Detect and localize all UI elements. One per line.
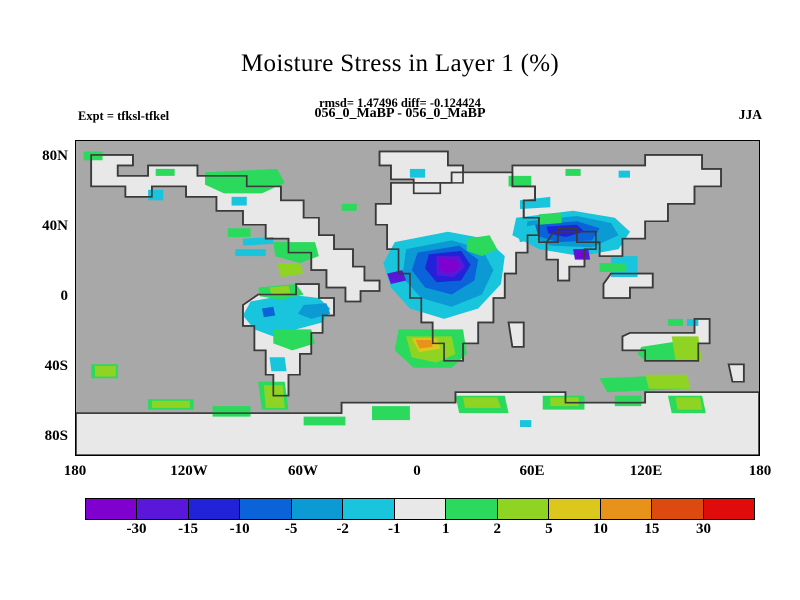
anomaly-contour-layer bbox=[83, 151, 706, 428]
anomaly-samerica-green-central bbox=[273, 329, 316, 351]
anomaly-namerica-green bbox=[205, 168, 285, 194]
page-title: Moisture Stress in Layer 1 (%) bbox=[241, 50, 559, 77]
colorbar-tick-30: 30 bbox=[695, 521, 711, 537]
colorbar-tick-labels: -30 -15 -10 -5 -2 -1 1 2 5 10 15 30 bbox=[85, 521, 755, 545]
anomaly-africa-green-edge bbox=[466, 235, 498, 257]
anomaly-namerica-yellowgreen-se bbox=[277, 263, 304, 278]
anomaly-eurasia-green-4 bbox=[599, 263, 627, 272]
anomaly-namerica-cyan-spot bbox=[148, 189, 164, 201]
anomaly-africa-purple-core bbox=[438, 257, 460, 274]
anomaly-antarctica-yellowgreen-1 bbox=[151, 400, 190, 408]
anomaly-greenland-cyan bbox=[409, 168, 426, 178]
colorbar-cell-4 bbox=[291, 499, 344, 519]
colorbar-cell-1 bbox=[137, 499, 189, 519]
anomaly-antarctica-yellowgreen-9 bbox=[675, 397, 703, 410]
colorbar-tick-1: 1 bbox=[442, 521, 450, 537]
anomaly-antarctica-yellowgreen-6 bbox=[463, 397, 501, 408]
anomaly-namerica-green-2 bbox=[155, 168, 175, 176]
anomaly-samerica-yellowgreen-north bbox=[269, 285, 291, 295]
x-axis-label-120w: 120W bbox=[170, 463, 208, 479]
colorbar-tick--10: -10 bbox=[229, 521, 250, 537]
colorbar-cell-6 bbox=[394, 499, 447, 519]
anomaly-eurasia-green-1 bbox=[508, 175, 532, 187]
colorbar-tick-5: 5 bbox=[545, 521, 553, 537]
colorbar-tick-2: 2 bbox=[493, 521, 502, 537]
statistics-line: rmsd= 1.47496 diff= -0.124424 bbox=[319, 96, 481, 110]
colorbar-cell-12 bbox=[703, 499, 755, 519]
anomaly-arctic-green bbox=[83, 151, 103, 161]
colorbar-tick--1: -1 bbox=[387, 521, 401, 537]
colorbar-cell-3 bbox=[240, 499, 292, 519]
anomaly-namerica-green-small bbox=[227, 228, 251, 237]
anomaly-australia-yellowgreen bbox=[671, 336, 703, 361]
x-axis-label-180w: 180 bbox=[63, 463, 87, 479]
x-axis-label-0: 0 bbox=[413, 463, 421, 479]
colorbar-tick-10: 10 bbox=[592, 521, 608, 537]
map-plot-area bbox=[75, 140, 760, 456]
colorbar-tick--2: -2 bbox=[336, 521, 349, 537]
anomaly-pacific-green-dot bbox=[341, 203, 357, 211]
anomaly-eurasia-cyan-dot bbox=[618, 170, 630, 178]
x-axis-label-60w: 60W bbox=[288, 463, 318, 479]
anomaly-australia-cyan-n bbox=[686, 318, 699, 326]
colorbar-cell-8 bbox=[497, 499, 550, 519]
colorbar-cell-2 bbox=[188, 499, 241, 519]
anomaly-namerica-cyan-line2 bbox=[235, 249, 266, 257]
y-axis-label-40n: 40N bbox=[42, 218, 68, 234]
anomaly-antarctica-yellowgreen-10 bbox=[645, 374, 691, 389]
anomaly-namerica-cyan-mid bbox=[231, 196, 247, 206]
anomaly-antarctica-green-2 bbox=[212, 406, 251, 417]
experiment-label: Expt = tfksl-tfkel bbox=[78, 109, 170, 123]
anomaly-south-atlantic-yellowgreen bbox=[94, 366, 116, 377]
anomaly-antarctica-green-5 bbox=[371, 406, 410, 421]
anomaly-samerica-blue-spot bbox=[261, 306, 276, 318]
colorbar-tick--15: -15 bbox=[178, 521, 199, 537]
anomaly-southern-africa-orange bbox=[415, 339, 433, 349]
anomaly-antarctica-green-4 bbox=[303, 416, 346, 426]
anomaly-antarctica-green-8 bbox=[614, 395, 642, 407]
colorbar-cell-0 bbox=[86, 499, 138, 519]
anomaly-samerica-cyan-south bbox=[269, 357, 287, 372]
x-axis-label-120e: 120E bbox=[629, 463, 663, 479]
anomaly-antarctica-cyan-dot bbox=[519, 420, 532, 428]
anomaly-antarctica-yellowgreen-7 bbox=[550, 397, 579, 407]
y-axis-label-40s: 40S bbox=[44, 358, 68, 374]
anomaly-australia-green-n bbox=[667, 318, 684, 326]
anomaly-antarctica-yellowgreen-3 bbox=[263, 385, 285, 408]
colorbar-cell-7 bbox=[446, 499, 498, 519]
coastline-overlay bbox=[76, 150, 759, 414]
colorbar-cell-11 bbox=[652, 499, 704, 519]
season-label: JJA bbox=[738, 107, 762, 122]
world-map-contour-plot bbox=[76, 141, 759, 455]
colorbar-cell-10 bbox=[600, 499, 653, 519]
colorbar-cell-9 bbox=[549, 499, 601, 519]
anomaly-eurasia-green-2 bbox=[538, 212, 562, 225]
anomaly-arabia-cyan bbox=[516, 224, 539, 243]
colorbar-cell-5 bbox=[343, 499, 395, 519]
y-axis-label-0: 0 bbox=[60, 288, 69, 304]
x-axis-label-60e: 60E bbox=[519, 463, 545, 479]
y-axis-label-80n: 80N bbox=[42, 148, 68, 164]
anomaly-eurasia-green-3 bbox=[565, 168, 581, 176]
colorbar bbox=[85, 498, 755, 520]
colorbar-tick--5: -5 bbox=[284, 521, 298, 537]
x-axis-label-180e: 180 bbox=[748, 463, 772, 479]
colorbar-tick-15: 15 bbox=[644, 521, 660, 537]
y-axis-label-80s: 80S bbox=[44, 428, 68, 444]
case-name-line: 056_0_MaBP - 056_0_MaBP bbox=[314, 106, 486, 121]
colorbar-tick--30: -30 bbox=[126, 521, 147, 537]
